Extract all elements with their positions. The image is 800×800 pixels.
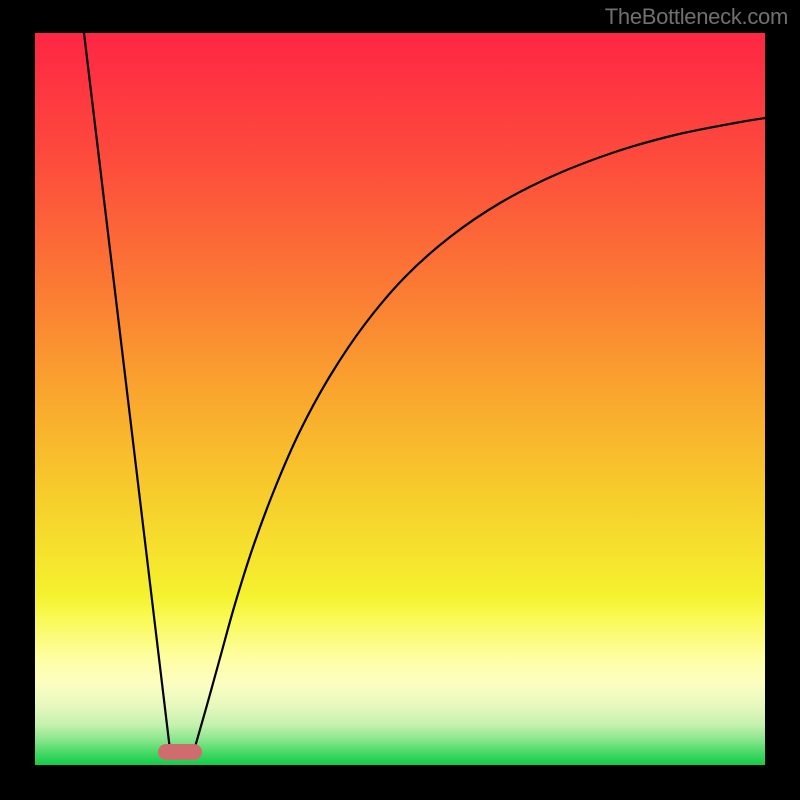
- curves-svg: [35, 33, 765, 765]
- bottleneck-marker: [158, 744, 202, 760]
- left-curve-line: [84, 33, 170, 750]
- watermark-text: TheBottleneck.com: [605, 4, 788, 30]
- right-curve-path: [195, 118, 765, 747]
- chart-container: TheBottleneck.com: [0, 0, 800, 800]
- plot-area: [35, 33, 765, 765]
